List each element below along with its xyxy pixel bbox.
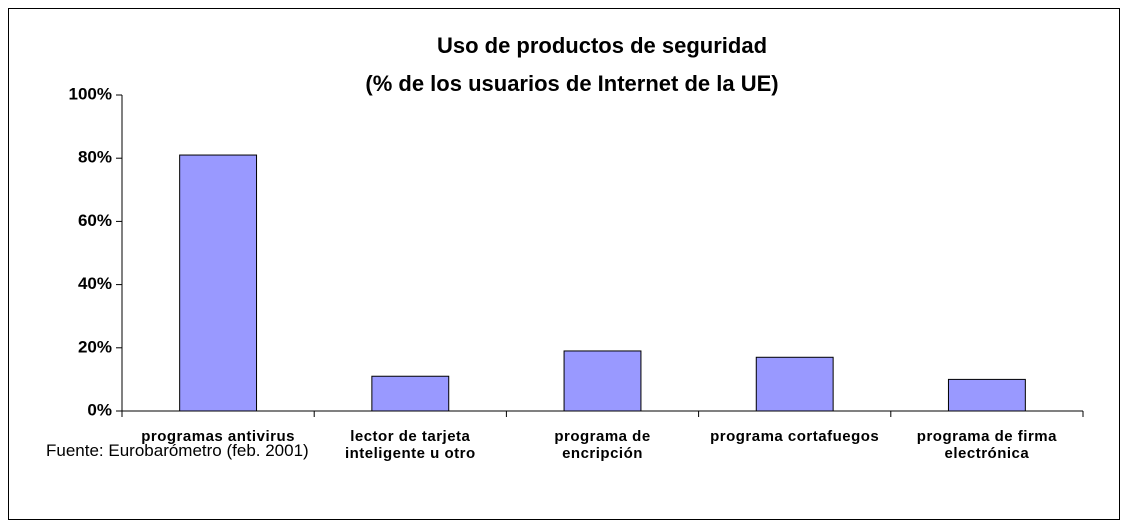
chart-title: Uso de productos de seguridad [437,33,767,58]
x-tick-label: programa de firma electrónica [916,428,1057,462]
bar [563,350,642,412]
y-tick-label: 20% [78,337,112,356]
y-tick-label: 100% [69,84,112,103]
bar [179,154,258,412]
bar [755,356,834,412]
bar [371,375,450,412]
chart-subtitle: (% de los usuarios de Internet de la UE) [365,71,778,96]
bar [947,378,1026,412]
y-tick-label: 80% [78,148,112,167]
x-tick-label: lector de tarjeta inteligente u otro [344,428,476,462]
x-tick-label: programas antivirus [141,428,295,445]
x-tick-label: programa cortafuegos [710,428,880,445]
y-tick-label: 40% [78,274,112,293]
y-tick-label: 0% [87,400,112,419]
source-note: Fuente: Eurobarómetro (feb. 2001) [46,441,309,460]
x-tick-label: programa de encripción [554,428,651,462]
y-tick-label: 60% [78,211,112,230]
